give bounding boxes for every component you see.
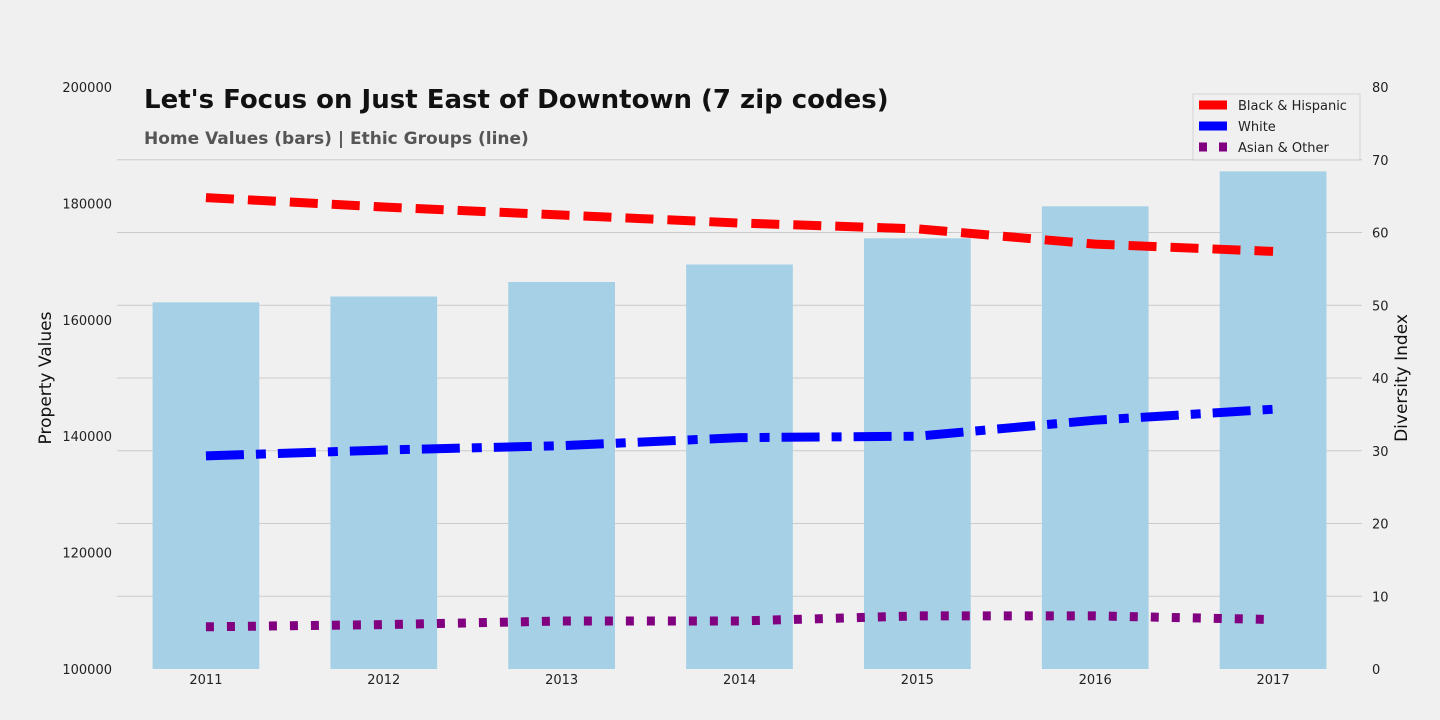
right-tick-label: 80 xyxy=(1372,81,1389,96)
right-tick-label: 70 xyxy=(1372,154,1389,169)
legend-label: Asian & Other xyxy=(1238,141,1329,156)
bar-2014 xyxy=(686,264,793,669)
x-tick-label: 2013 xyxy=(545,673,578,688)
bar-2015 xyxy=(864,238,971,669)
left-tick-label: 100000 xyxy=(62,663,112,678)
bar-2016 xyxy=(1041,206,1149,669)
series-line-asian-other xyxy=(205,611,1274,632)
left-y-axis: 100000 120000 140000 160000 180000 200000 xyxy=(62,81,112,678)
legend-label: Black & Hispanic xyxy=(1238,99,1347,114)
chart-title: Let's Focus on Just East of Downtown (7 … xyxy=(144,85,889,115)
x-tick-label: 2015 xyxy=(901,673,934,688)
right-tick-label: 10 xyxy=(1372,590,1389,605)
lines-group xyxy=(205,193,1274,632)
left-axis-title: Property Values xyxy=(36,311,56,444)
left-tick-label: 140000 xyxy=(62,430,112,445)
right-tick-label: 0 xyxy=(1372,663,1380,678)
bar-2013 xyxy=(508,281,615,669)
x-tick-label: 2016 xyxy=(1079,673,1112,688)
right-tick-label: 40 xyxy=(1372,372,1389,387)
series-line-white xyxy=(205,404,1274,461)
right-tick-label: 20 xyxy=(1372,518,1389,533)
left-tick-label: 120000 xyxy=(62,547,112,562)
x-tick-label: 2011 xyxy=(189,673,222,688)
right-tick-label: 60 xyxy=(1372,227,1389,242)
legend-label: White xyxy=(1238,120,1276,135)
x-tick-label: 2014 xyxy=(723,673,756,688)
x-tick-label: 2017 xyxy=(1257,673,1290,688)
right-y-axis: 0 10 20 30 40 50 60 70 80 xyxy=(1372,81,1389,678)
left-tick-label: 200000 xyxy=(62,81,112,96)
chart-subtitle: Home Values (bars) | Ethic Groups (line) xyxy=(144,129,529,149)
right-tick-label: 50 xyxy=(1372,299,1389,314)
right-tick-label: 30 xyxy=(1372,445,1389,460)
bars-group xyxy=(152,171,1327,669)
series-line-black-hispanic xyxy=(205,193,1274,256)
left-tick-label: 160000 xyxy=(62,314,112,329)
bar-2012 xyxy=(330,296,438,669)
x-tick-label: 2012 xyxy=(367,673,400,688)
right-axis-title: Diversity Index xyxy=(1392,314,1412,442)
x-axis: 2011 2012 2013 2014 2015 2016 2017 xyxy=(189,673,1289,688)
legend: Black & Hispanic White Asian & Other xyxy=(1192,93,1361,161)
left-tick-label: 180000 xyxy=(62,197,112,212)
bar-2011 xyxy=(152,302,260,669)
